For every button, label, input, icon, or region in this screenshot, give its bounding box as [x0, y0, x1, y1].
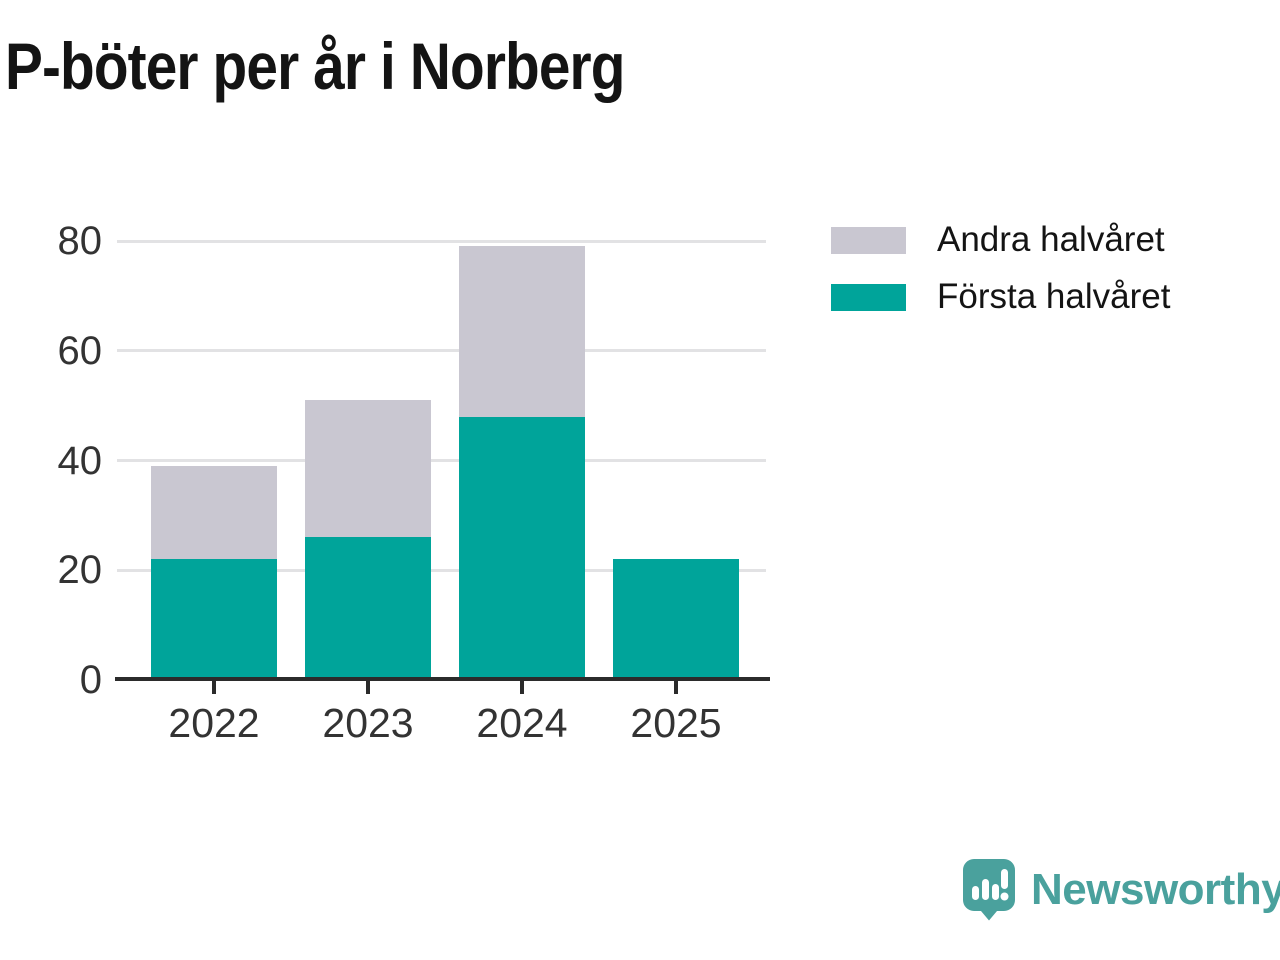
- legend-swatch: [831, 283, 906, 311]
- x-axis-tick: [366, 681, 370, 694]
- y-axis-tick-label: 0: [79, 658, 102, 702]
- x-axis-tick-label: 2025: [630, 700, 722, 746]
- y-axis-tick-label: 80: [57, 219, 103, 263]
- legend-label: Första halvåret: [937, 277, 1171, 316]
- gridline-y-60: [117, 349, 766, 353]
- legend-swatch: [831, 226, 906, 254]
- chart-title: P-böter per år i Norberg: [5, 29, 625, 103]
- y-axis-tick-label: 40: [57, 438, 103, 483]
- x-axis-tick: [212, 681, 216, 694]
- newsworthy-logo-text: Newsworthy: [1031, 864, 1280, 914]
- bar-2023-forsta: [305, 537, 431, 680]
- gridline-y-20: [117, 568, 766, 572]
- x-axis-tick-label: 2022: [168, 700, 260, 746]
- bar-2025-forsta: [613, 559, 739, 680]
- y-axis-tick-label: 60: [57, 328, 103, 373]
- x-axis-tick: [674, 681, 678, 694]
- legend-item: Första halvåret: [831, 277, 1170, 317]
- bar-2023-andra: [305, 400, 431, 538]
- gridline-y-80: [117, 239, 766, 243]
- bar-2022-forsta: [151, 559, 277, 680]
- gridline-y-40: [117, 459, 766, 462]
- legend-label: Andra halvåret: [937, 220, 1165, 259]
- x-axis-tick-label: 2023: [322, 700, 414, 746]
- x-axis-tick-label: 2024: [476, 700, 568, 746]
- bar-2022-andra: [151, 465, 277, 560]
- newsworthy-logo-icon: [963, 859, 1015, 921]
- y-axis-tick-label: 20: [57, 548, 103, 593]
- legend-item: Andra halvåret: [831, 220, 1165, 260]
- x-axis-tick: [520, 681, 524, 694]
- bar-2024-forsta: [459, 416, 585, 680]
- x-axis-line: [115, 677, 770, 681]
- bar-2024-andra: [459, 246, 585, 417]
- newsworthy-logo: Newsworthy: [962, 858, 1280, 921]
